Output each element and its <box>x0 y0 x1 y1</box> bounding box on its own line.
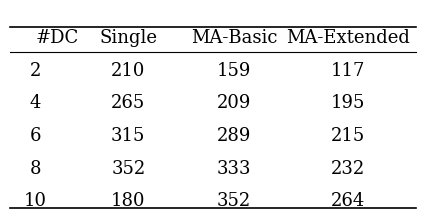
Text: 4: 4 <box>30 94 41 113</box>
Text: #DC: #DC <box>35 29 78 47</box>
Text: 180: 180 <box>111 192 146 210</box>
Text: 265: 265 <box>111 94 146 113</box>
Text: 159: 159 <box>217 62 251 80</box>
Text: 215: 215 <box>331 127 366 145</box>
Text: 6: 6 <box>30 127 41 145</box>
Text: 209: 209 <box>217 94 251 113</box>
Text: 289: 289 <box>217 127 251 145</box>
Text: 210: 210 <box>111 62 146 80</box>
Text: MA-Extended: MA-Extended <box>286 29 410 47</box>
Text: 315: 315 <box>111 127 146 145</box>
Text: 2: 2 <box>30 62 41 80</box>
Text: 232: 232 <box>331 160 366 178</box>
Text: Single: Single <box>99 29 157 47</box>
Text: 8: 8 <box>30 160 41 178</box>
Text: 195: 195 <box>331 94 366 113</box>
Text: 10: 10 <box>24 192 47 210</box>
Text: 352: 352 <box>111 160 146 178</box>
Text: 352: 352 <box>217 192 251 210</box>
Text: MA-Basic: MA-Basic <box>191 29 277 47</box>
Text: 264: 264 <box>331 192 366 210</box>
Text: 117: 117 <box>331 62 366 80</box>
Text: 333: 333 <box>217 160 251 178</box>
